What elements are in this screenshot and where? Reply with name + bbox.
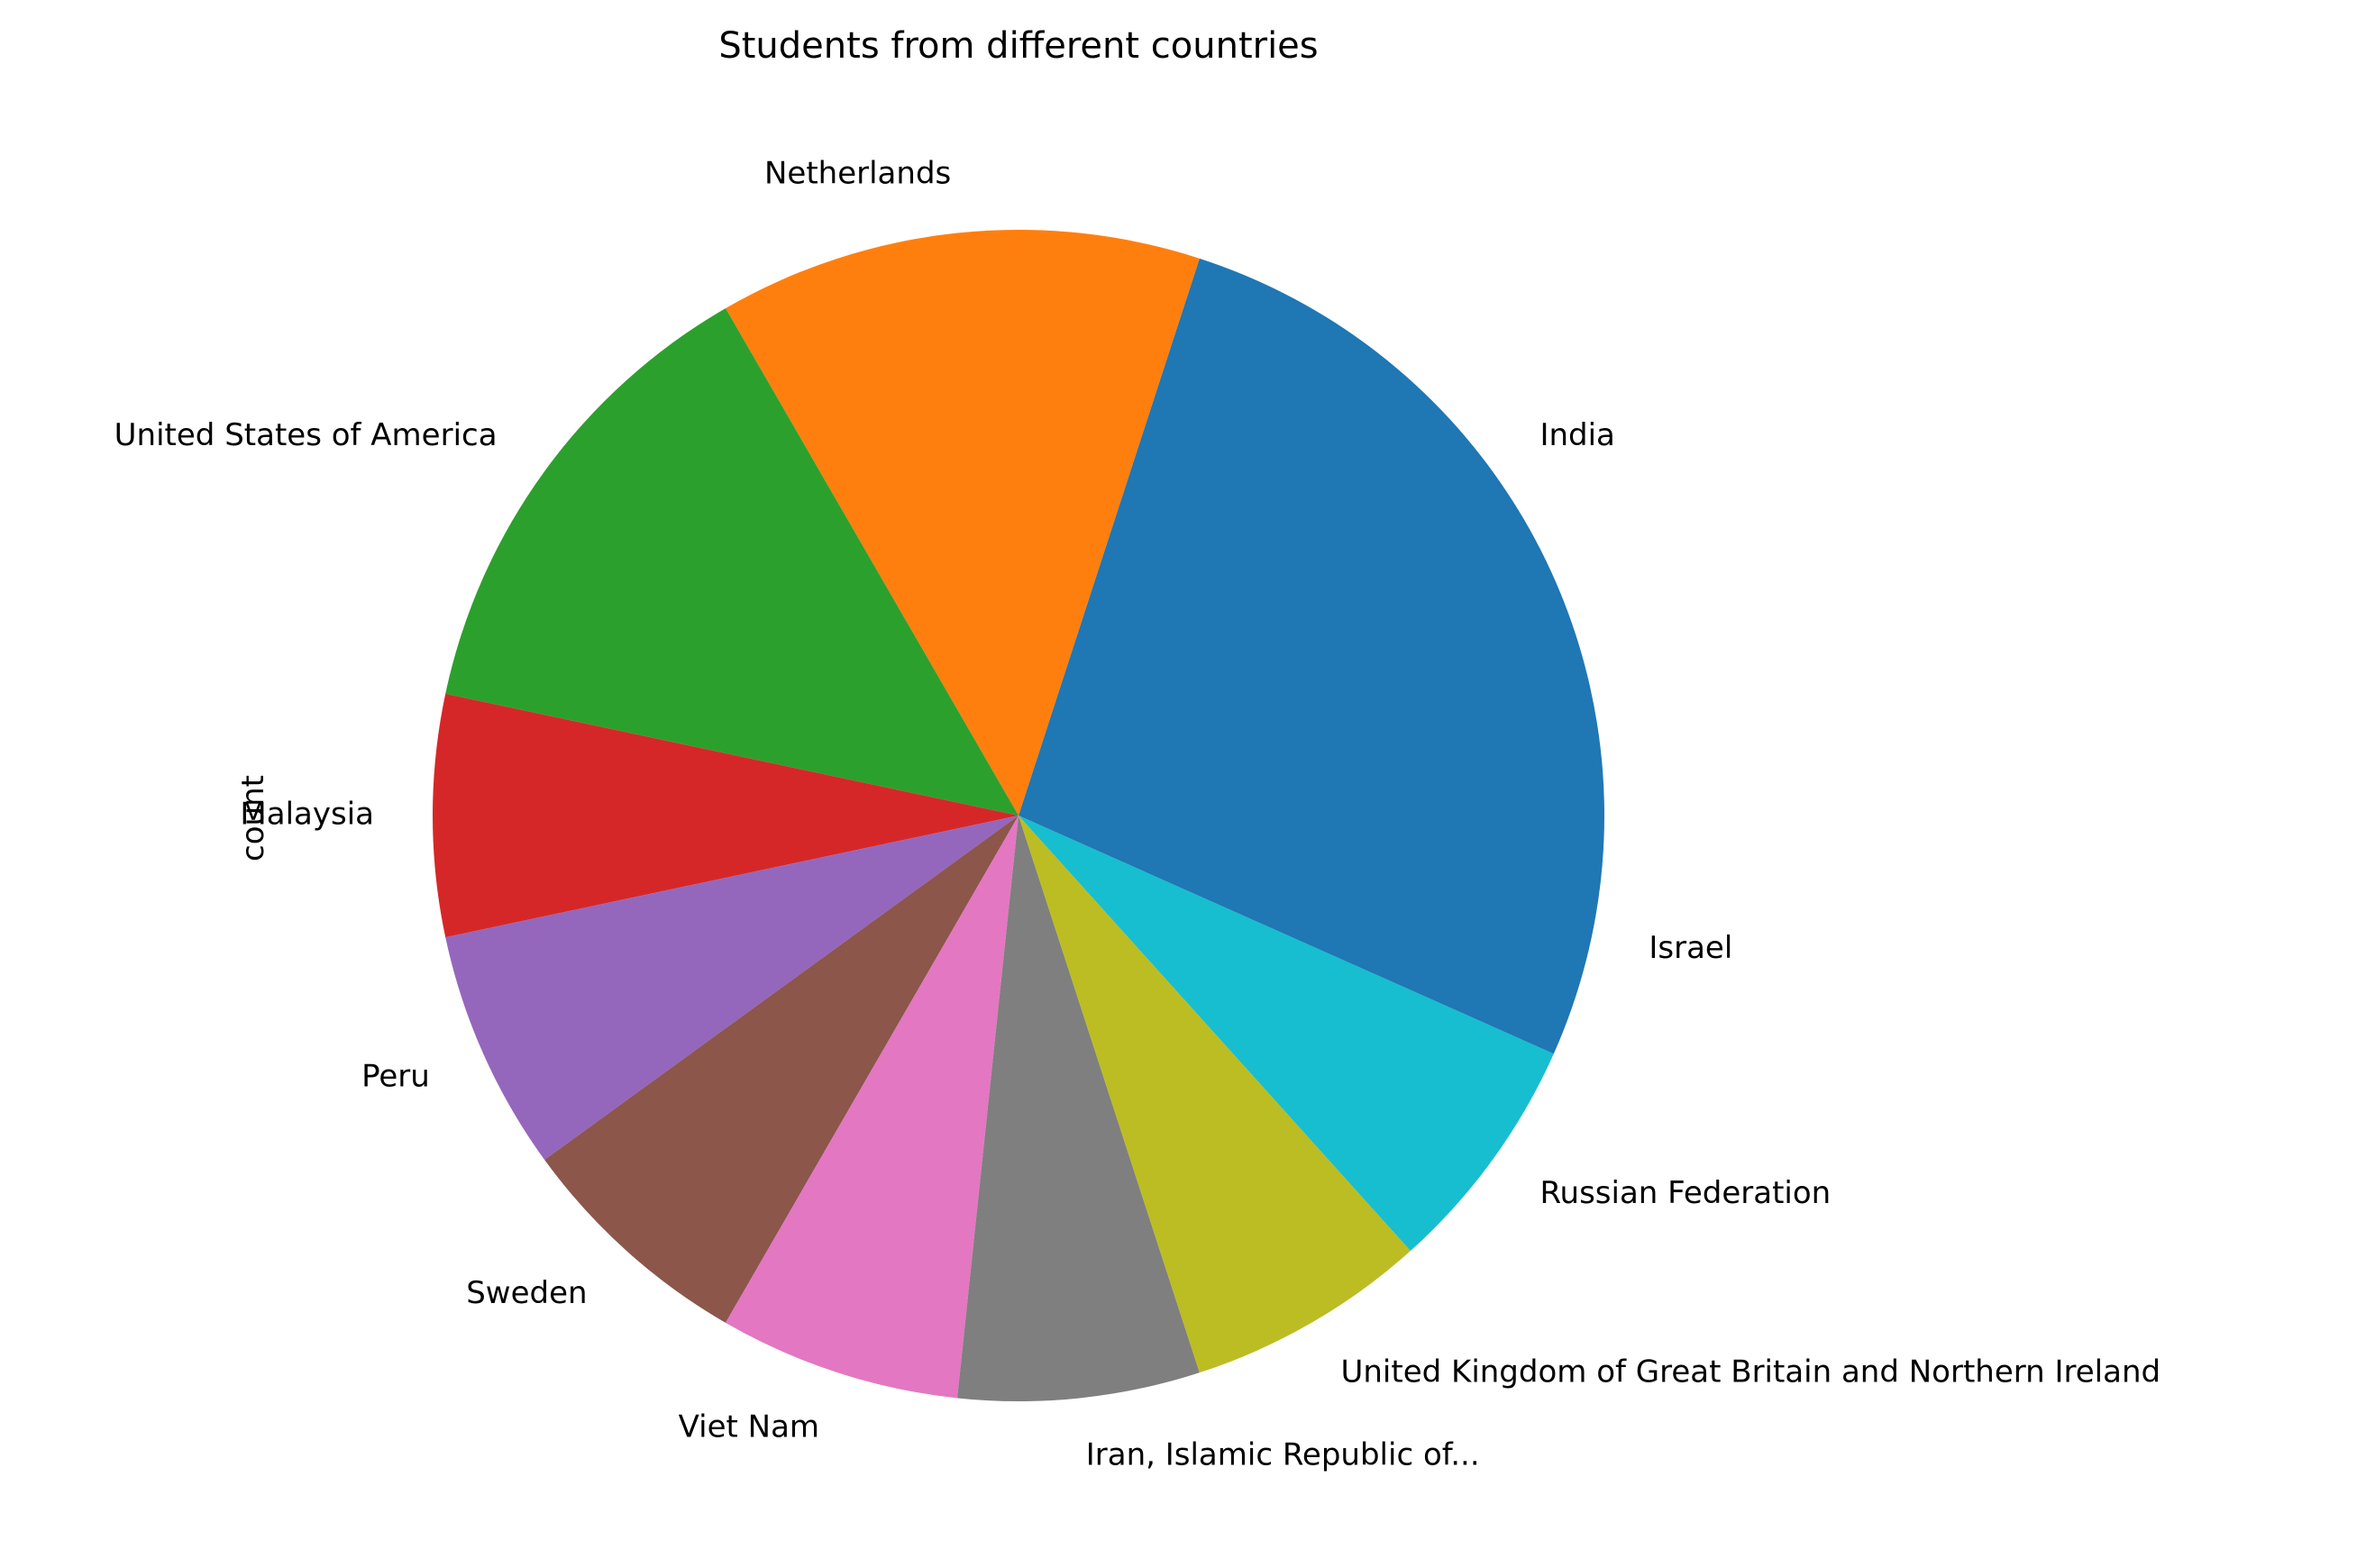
pie-slice-malaysia [433,693,1019,938]
pie-slice-india [1019,258,1604,816]
chart-title: Students from different countries [718,25,1318,67]
pie-slice-viet-nam [726,816,1019,1399]
pie-label-russian-federation: Russian Federation [1539,1175,1831,1211]
pie-label-india: India [1539,417,1614,453]
pie-slice-iran-islamic-republic-of [957,816,1200,1401]
pie-label-iran-islamic-republic-of: Iran, Islamic Republic of... [1086,1437,1480,1473]
pie-label-sweden: Sweden [466,1275,587,1311]
pie-label-united-states-of-america: United States of America [114,417,498,453]
pie-slice-united-kingdom-of-great-britain-and-northern-ireland [1019,816,1411,1373]
y-axis-label: count [235,775,271,861]
pie-slice-netherlands [726,229,1200,816]
pie-slice-israel [1019,816,1604,1054]
pie-label-viet-nam: Viet Nam [679,1409,819,1445]
pie-labels: India Netherlands United States of America… [114,155,2160,1472]
pie-label-united-kingdom-of-great-britain-and-northern-ireland: United Kingdom of Great Britain and Nort… [1341,1354,2161,1390]
pie-slice-russian-federation [1019,816,1554,1252]
pie-slice-peru [445,816,1019,1161]
pie-label-netherlands: Netherlands [764,155,951,191]
pie-slice-united-states-of-america [445,308,1019,816]
pie-label-peru: Peru [361,1058,430,1094]
pie-label-israel: Israel [1649,930,1732,966]
pie-slices [433,229,1604,1401]
pie-slice-sweden [544,816,1019,1323]
pie-label-malaysia: Malaysia [240,797,374,833]
